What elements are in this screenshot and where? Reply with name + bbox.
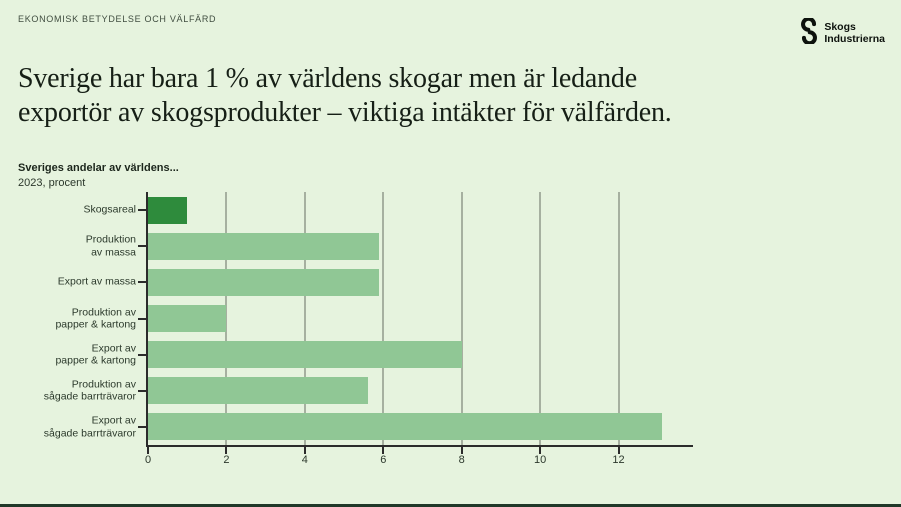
x-axis-tick-label: 10 (533, 454, 547, 466)
logo-text-line2: Industrierna (824, 32, 885, 45)
x-axis-tick (382, 447, 385, 454)
gridline-x2 (225, 192, 228, 445)
gridline-x4 (303, 192, 306, 445)
bar-4 (148, 305, 227, 332)
x-axis-tick-label: 12 (612, 454, 625, 466)
gridline-x8 (460, 192, 463, 445)
category-label: Export av massa (57, 276, 136, 289)
x-axis-tick (225, 447, 228, 454)
skogsindustrierna-logo: Skogs Industrierna (798, 16, 885, 49)
category-label: Produktion av papper & kartong (55, 305, 136, 331)
x-axis-tick (460, 447, 463, 454)
x-axis-tick (617, 447, 620, 454)
logo-text: Skogs Industrierna (824, 22, 885, 44)
category-label: Skogsareal (83, 203, 136, 216)
bar-7 (148, 413, 662, 441)
gridline-x12 (617, 192, 620, 445)
y-axis-tick (138, 389, 146, 392)
skogsindustrierna-logo-icon (798, 16, 820, 49)
slide-title-line1: Sverige har bara 1 % av världens skogar … (18, 63, 637, 94)
x-axis-tick-label: 6 (380, 454, 387, 466)
x-axis-tick (303, 447, 306, 454)
bar-1 (148, 196, 188, 224)
category-label: Produktion av massa (85, 233, 136, 259)
bar-chart-plot-area: Skogsareal Produktion av massa Export av m… (44, 192, 693, 466)
y-axis-tick (138, 425, 146, 428)
logo-text-line1: Skogs (824, 21, 856, 34)
x-axis-tick-label: 2 (223, 454, 230, 466)
y-axis-tick (138, 209, 146, 212)
bar-5 (148, 341, 462, 369)
y-axis-tick (138, 245, 146, 248)
y-axis-tick (138, 317, 146, 320)
y-axis-tick (138, 353, 146, 356)
category-label: Produktion av sågade barrträvaror (43, 378, 136, 403)
x-axis-tick (539, 447, 542, 454)
bar-6 (148, 377, 368, 405)
chart-subtitle: 2023, procent (18, 177, 86, 189)
gridline-x6 (382, 192, 385, 445)
slide-title-line2: exportör av skogsprodukter – viktiga int… (18, 96, 672, 128)
chart-title: Sveriges andelar av världens... (18, 162, 179, 174)
bar-3 (148, 268, 380, 296)
x-axis-tick-label: 0 (144, 454, 152, 466)
y-axis-tick (138, 281, 146, 284)
category-label: Export av sågade barrträvaror (43, 414, 136, 439)
slide-title: Sverige har bara 1 % av världens skogar … (18, 62, 672, 129)
x-axis-tick-label: 4 (301, 454, 308, 466)
eyebrow-label: EKONOMISK BETYDELSE OCH VÄLFÄRD (18, 14, 217, 24)
category-label: Export av papper & kartong (55, 342, 136, 367)
x-axis-tick (147, 447, 149, 454)
gridline-x10 (539, 192, 542, 445)
x-axis-tick-label: 8 (458, 454, 465, 466)
bar-2 (148, 232, 380, 260)
